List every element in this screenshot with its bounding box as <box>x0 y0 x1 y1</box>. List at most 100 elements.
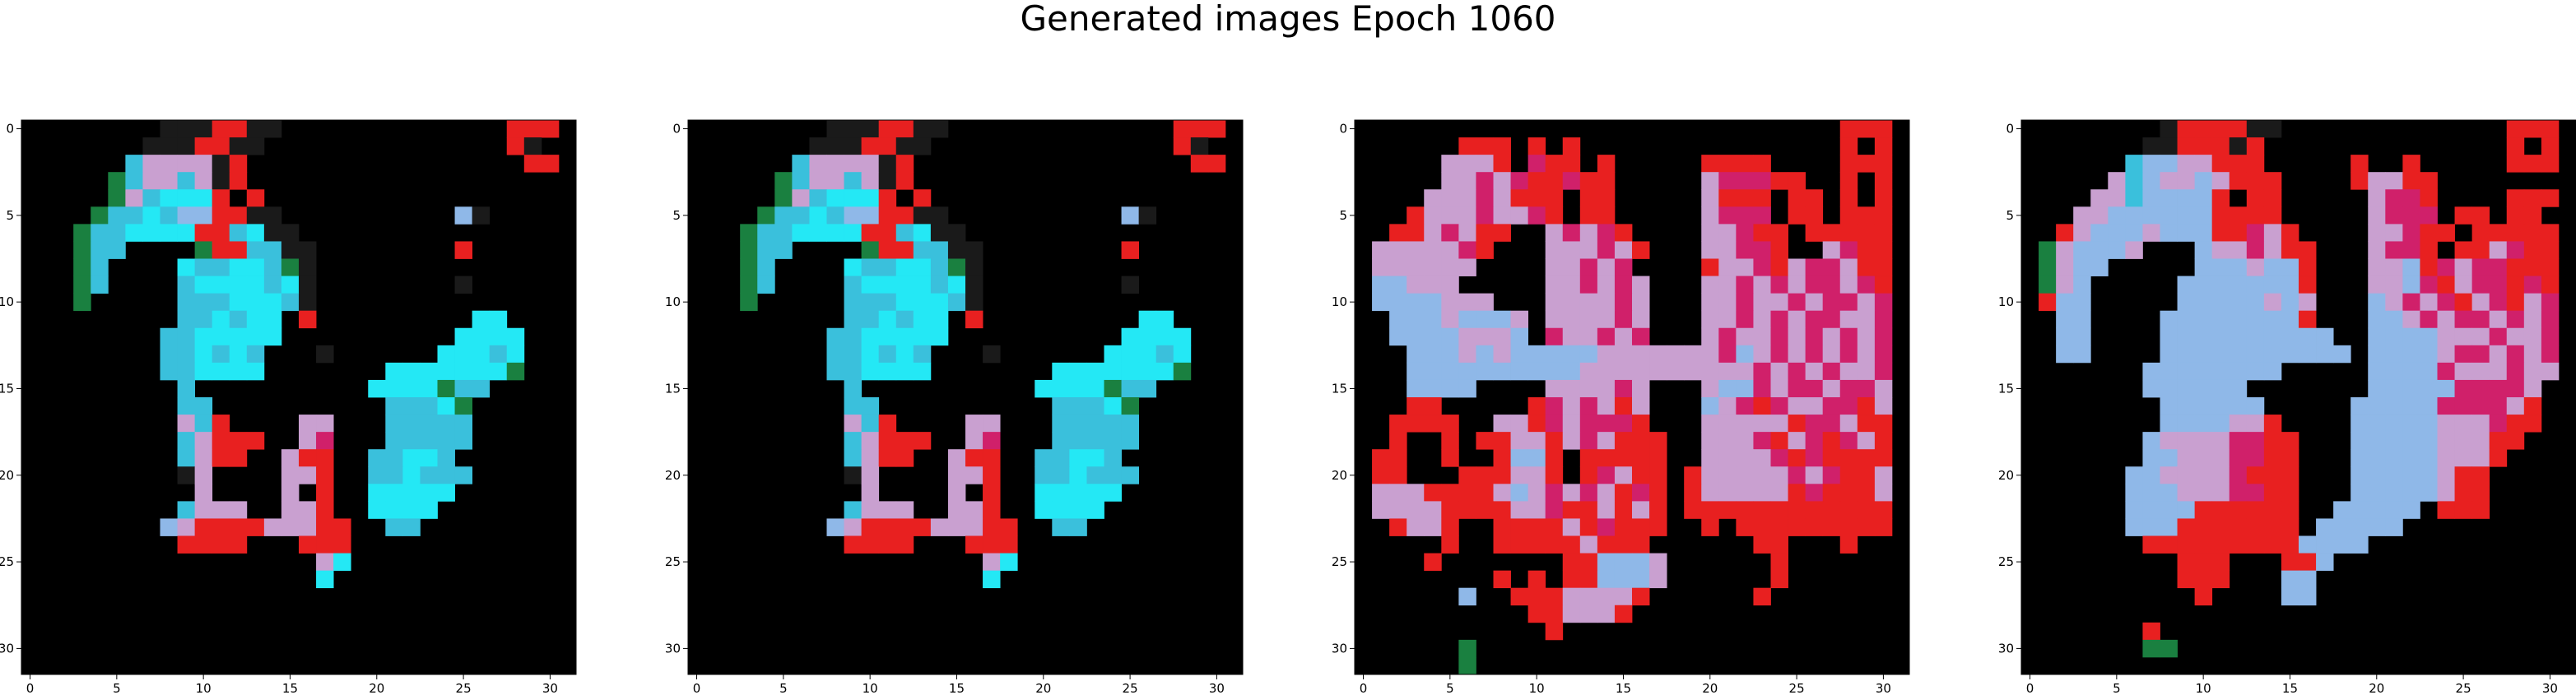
image-pixel <box>2142 535 2160 554</box>
image-pixel <box>1579 484 1598 502</box>
image-pixel <box>368 466 386 484</box>
image-pixel <box>1441 258 1459 276</box>
image-pixel <box>2489 432 2508 450</box>
image-pixel <box>1121 379 1140 398</box>
image-pixel <box>2350 501 2369 519</box>
image-pixel <box>506 362 525 381</box>
image-pixel <box>1736 293 1754 312</box>
image-pixel <box>2229 362 2248 381</box>
image-pixel <box>2506 155 2525 173</box>
image-pixel <box>1736 258 1754 276</box>
image-pixel <box>2090 206 2109 225</box>
image-pixel <box>913 293 932 312</box>
image-pixel <box>809 224 827 242</box>
image-pixel <box>1788 362 1806 381</box>
image-pixel <box>2160 466 2178 484</box>
image-pixel <box>1562 535 1581 554</box>
image-pixel <box>1579 379 1598 398</box>
image-pixel <box>1562 276 1581 294</box>
image-pixel <box>1788 258 1806 276</box>
image-pixel <box>1718 501 1737 519</box>
image-pixel <box>844 501 863 519</box>
x-tick-label: 30 <box>1876 681 1891 695</box>
image-pixel <box>1476 155 1494 173</box>
image-pixel <box>1476 310 1494 329</box>
image-pixel <box>1597 553 1616 572</box>
image-pixel <box>1736 310 1754 329</box>
image-pixel <box>2194 432 2213 450</box>
image-pixel <box>299 466 317 484</box>
image-pixel <box>1805 276 1824 294</box>
image-pixel <box>1562 570 1581 589</box>
image-pixel <box>2333 501 2351 519</box>
image-pixel <box>2420 310 2438 329</box>
image-pixel <box>861 206 880 225</box>
image-pixel <box>2090 224 2109 242</box>
image-pixel <box>2402 415 2420 433</box>
image-pixel <box>2471 501 2490 519</box>
image-pixel <box>2333 345 2351 364</box>
image-pixel <box>2350 155 2369 173</box>
image-pixel <box>420 449 438 467</box>
image-pixel <box>1407 224 1425 242</box>
image-pixel <box>2177 553 2196 572</box>
image-pixel <box>1527 466 1546 484</box>
image-pixel <box>1545 172 1564 190</box>
image-pixel <box>2211 501 2230 519</box>
image-pixel <box>1052 484 1070 502</box>
image-pixel <box>2142 206 2160 225</box>
image-pixel <box>2160 120 2178 138</box>
image-pixel <box>844 362 863 381</box>
image-pixel <box>2160 310 2178 329</box>
image-pixel <box>1753 518 1771 536</box>
image-pixel <box>1805 379 1824 398</box>
image-pixel <box>2177 501 2196 519</box>
image-pixel <box>1424 345 1442 364</box>
image-pixel <box>1562 345 1581 364</box>
image-pixel <box>1121 415 1140 433</box>
image-pixel <box>930 518 949 536</box>
image-pixel <box>2056 241 2074 259</box>
image-pixel <box>895 155 914 173</box>
image-pixel <box>844 172 863 190</box>
image-pixel <box>1857 276 1876 294</box>
image-pixel <box>1527 605 1546 623</box>
image-pixel <box>263 518 282 536</box>
image-pixel <box>1372 293 1390 312</box>
image-pixel <box>1424 293 1442 312</box>
image-pixel <box>2316 553 2334 572</box>
image-pixel <box>2211 258 2230 276</box>
image-pixel <box>1805 518 1824 536</box>
image-pixel <box>1545 241 1564 259</box>
image-pixel <box>246 345 265 364</box>
image-pixel <box>2385 172 2403 190</box>
image-pixel <box>2471 449 2490 467</box>
image-pixel <box>1632 415 1650 433</box>
image-pixel <box>1822 327 1841 346</box>
image-pixel <box>947 501 966 519</box>
image-pixel <box>1510 501 1529 519</box>
image-pixel <box>2454 484 2473 502</box>
image-pixel <box>2368 189 2386 207</box>
image-pixel <box>2454 258 2473 276</box>
image-pixel <box>913 120 932 138</box>
image-pixel <box>1493 570 1511 589</box>
image-pixel <box>861 293 880 312</box>
image-pixel <box>1718 432 1737 450</box>
image-pixel <box>2350 466 2369 484</box>
image-pixel <box>983 553 1001 572</box>
image-pixel <box>385 362 403 381</box>
image-pixel <box>1822 518 1841 536</box>
image-pixel <box>2160 639 2178 658</box>
image-pixel <box>2160 206 2178 225</box>
image-pixel <box>1545 155 1564 173</box>
image-pixel <box>2194 155 2213 173</box>
image-pixel <box>2471 466 2490 484</box>
image-pixel <box>212 327 230 346</box>
image-pixel <box>878 310 897 329</box>
image-pixel <box>844 224 863 242</box>
image-pixel <box>402 362 421 381</box>
image-pixel <box>861 415 880 433</box>
image-pixel <box>2437 379 2455 398</box>
image-pixel <box>2541 293 2560 312</box>
